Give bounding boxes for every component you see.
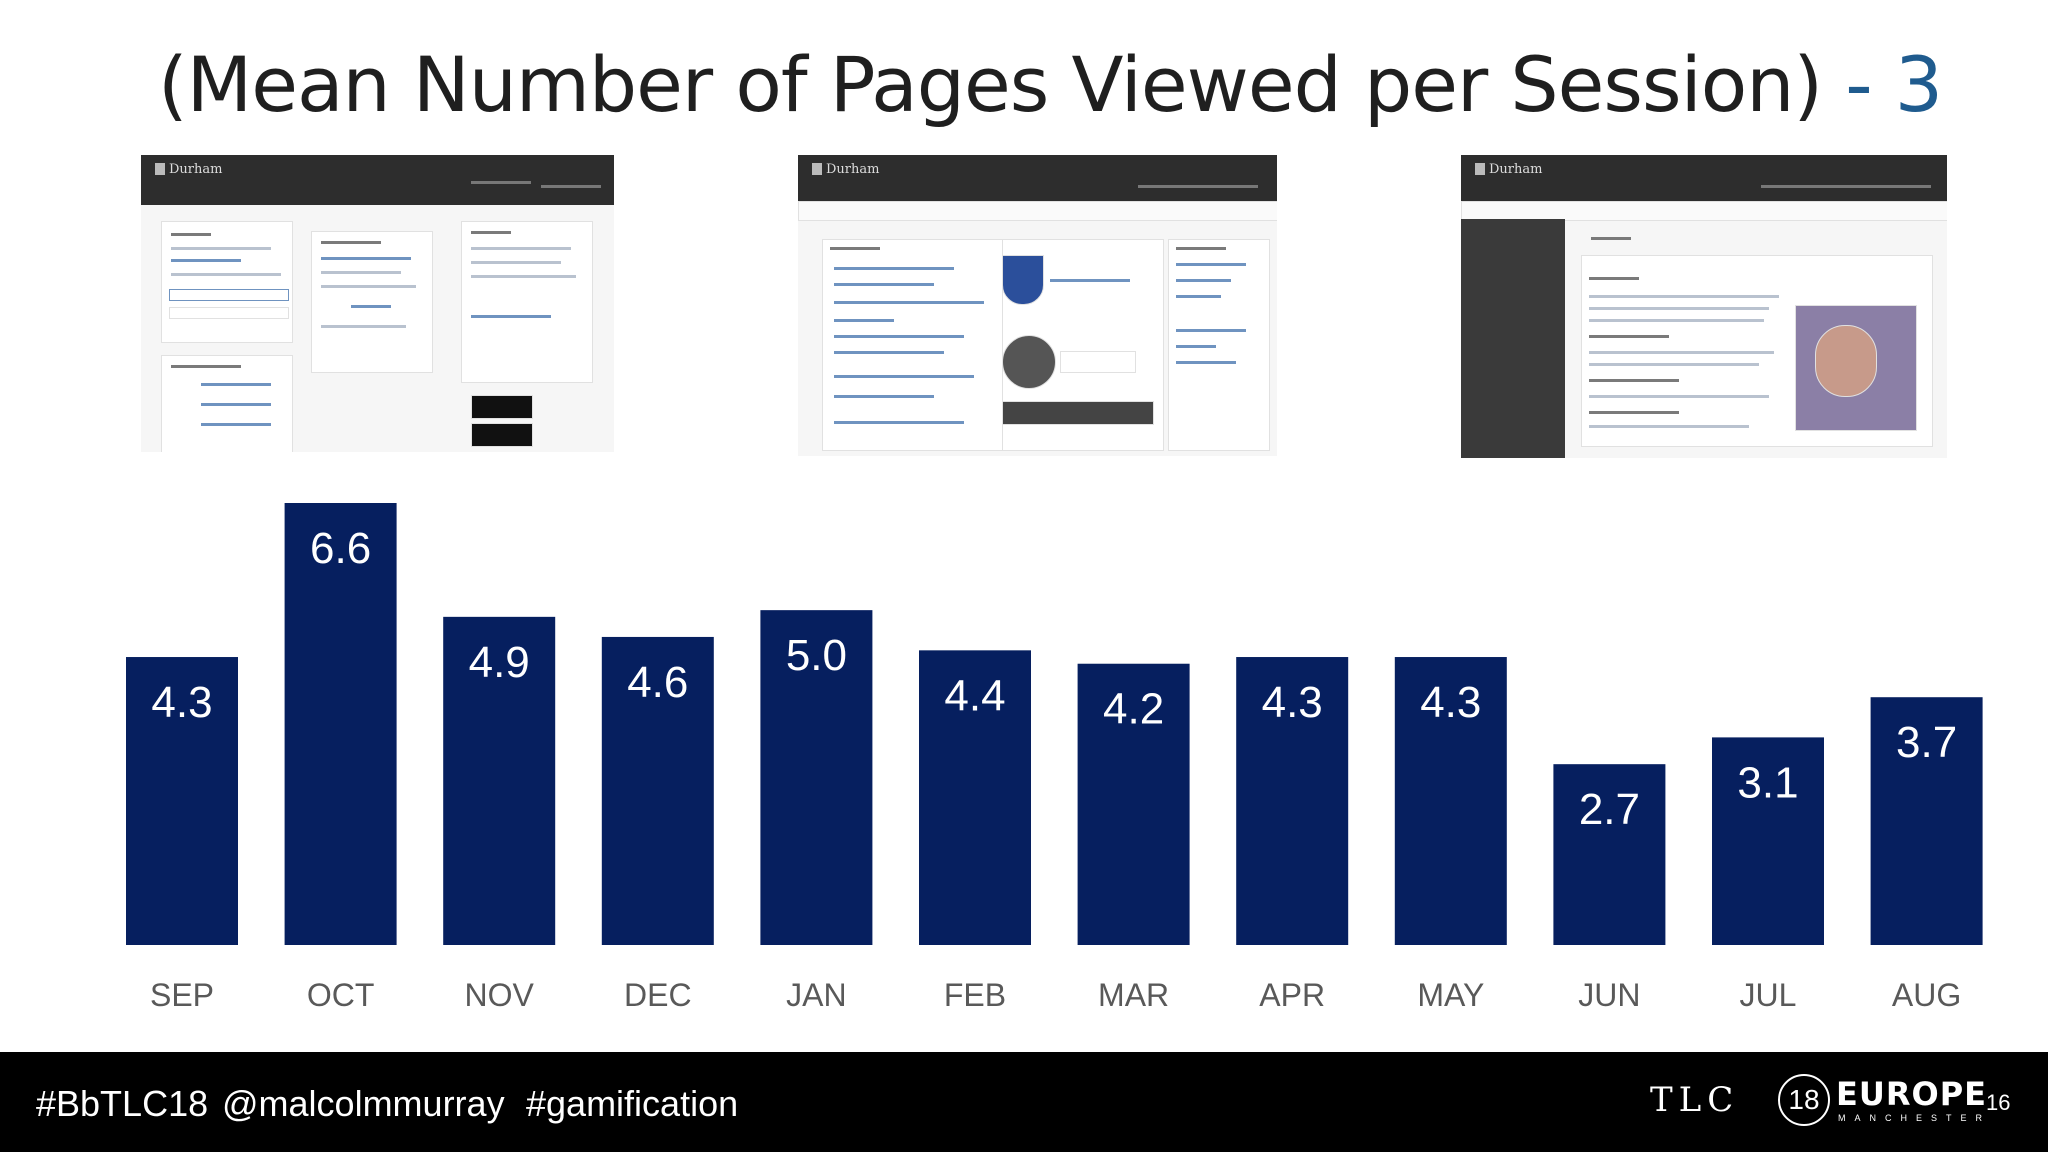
bar-oct: [284, 503, 397, 945]
bar-jul: [1712, 737, 1824, 945]
category-label-sep: SEP: [150, 977, 214, 1013]
value-label-dec: 4.6: [627, 658, 688, 707]
bar-mar: [1077, 663, 1190, 945]
value-label-oct: 6.6: [310, 524, 371, 573]
footer-bar: #BbTLC18 @malcolmmurray #gamification TL…: [0, 1052, 2048, 1152]
category-label-aug: AUG: [1892, 977, 1961, 1013]
slide-title: (Mean Number of Pages Viewed per Session…: [158, 30, 1943, 140]
value-label-aug: 3.7: [1896, 718, 1957, 767]
logo-city: MANCHESTER: [1838, 1113, 1992, 1123]
screenshot-course-welcome: Durham: [1461, 155, 1947, 458]
category-labels-group: SEP OCT NOV DEC JAN FEB MAR APR MAY JUN JUL AUG: [150, 977, 1961, 1013]
logo-region: EUROPE: [1836, 1075, 1987, 1113]
value-label-nov: 4.9: [469, 638, 530, 687]
category-label-oct: OCT: [307, 977, 375, 1013]
value-label-jul: 3.1: [1737, 758, 1798, 807]
category-label-jan: JAN: [786, 977, 846, 1013]
bar-dec: [601, 636, 714, 945]
category-label-jun: JUN: [1578, 977, 1640, 1013]
value-labels-group: 4.3 6.6 4.9 4.6 5.0 4.4 4.2 4.3 4.3 2.7 3.1 3.7: [151, 524, 1957, 834]
logo-year: 18: [1778, 1074, 1830, 1126]
bar-jan: [760, 610, 873, 945]
bar-chart: 4.3 6.6 4.9 4.6 5.0 4.4 4.2 4.3 4.3 2.7 3.1 3.7 SEP…: [126, 503, 1983, 1013]
bar-feb: [919, 650, 1031, 945]
screenshot-login-page: Durham: [141, 155, 614, 452]
event-hashtag: #BbTLC18: [36, 1083, 209, 1124]
value-label-jun: 2.7: [1579, 785, 1640, 834]
category-label-nov: NOV: [465, 977, 535, 1013]
value-label-jan: 5.0: [786, 631, 847, 680]
page-number: 16: [1986, 1090, 2011, 1115]
bar-aug: [1870, 697, 1983, 945]
durham-logo: Durham: [1475, 163, 1545, 189]
value-label-may: 4.3: [1420, 678, 1481, 727]
value-label-sep: 4.3: [151, 678, 212, 727]
title-accent: - 3: [1845, 40, 1943, 129]
category-label-feb: FEB: [944, 977, 1006, 1013]
category-label-mar: MAR: [1098, 977, 1169, 1013]
bar-apr: [1236, 657, 1349, 945]
value-label-mar: 4.2: [1103, 685, 1164, 734]
bar-sep: [126, 657, 238, 945]
topic-hashtag: #gamification: [526, 1083, 739, 1124]
logo-tlc: TLC: [1650, 1080, 1740, 1120]
bar-jun: [1553, 764, 1666, 945]
tlc-europe-logo: TLC 18 EUROPE MANCHESTER: [1650, 1072, 1986, 1132]
bar-nov: [443, 616, 556, 945]
title-main: (Mean Number of Pages Viewed per Session…: [158, 40, 1823, 129]
durham-logo: Durham: [155, 163, 225, 189]
category-label-may: MAY: [1417, 977, 1484, 1013]
value-label-apr: 4.3: [1262, 678, 1323, 727]
screenshot-home-page: Durham: [798, 155, 1277, 456]
bar-may: [1394, 657, 1507, 945]
bars-group: [126, 503, 1983, 945]
category-label-jul: JUL: [1740, 977, 1797, 1013]
category-label-apr: APR: [1259, 977, 1325, 1013]
value-label-feb: 4.4: [944, 671, 1005, 720]
twitter-handle: @malcolmmurray: [222, 1083, 505, 1124]
category-label-dec: DEC: [624, 977, 692, 1013]
durham-logo: Durham: [812, 163, 882, 189]
